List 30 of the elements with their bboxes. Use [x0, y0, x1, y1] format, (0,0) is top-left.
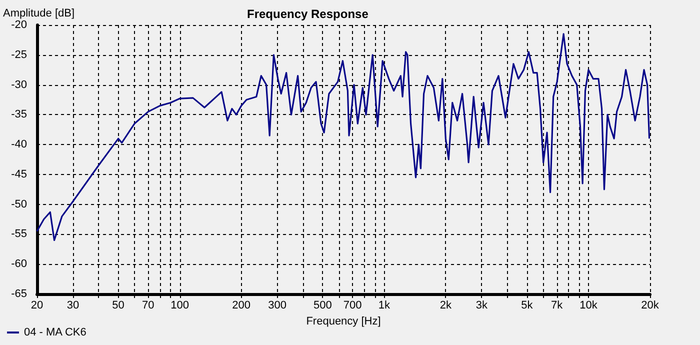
- x-tick-label: 70: [142, 300, 154, 312]
- y-tick-label: -45: [11, 168, 27, 180]
- x-tick-label: 30: [66, 300, 80, 312]
- y-tick-label: -50: [11, 198, 27, 210]
- chart-title: Frequency Response: [247, 7, 369, 21]
- x-tick-label: 1k: [378, 300, 390, 312]
- y-tick-label: -65: [11, 288, 27, 300]
- x-tick-label: 20: [30, 300, 44, 312]
- x-tick-label: 20k: [641, 300, 660, 312]
- x-tick-label: 700: [343, 300, 362, 312]
- y-tick-label: -35: [11, 108, 27, 121]
- y-tick-label: -20: [11, 19, 27, 31]
- x-tick-label: 2k: [440, 300, 452, 312]
- y-tick-label: -25: [11, 48, 27, 61]
- x-tick-label: 100: [170, 300, 190, 312]
- x-tick-label: 10k: [580, 300, 598, 312]
- x-tick-label: 3k: [476, 300, 488, 312]
- y-tick-label: -40: [11, 138, 27, 151]
- y-tick-label: -55: [11, 228, 27, 240]
- x-tick-label: 200: [232, 300, 251, 312]
- legend-label: 04 - MA CK6: [24, 326, 86, 338]
- x-tick-label: 7k: [551, 300, 564, 312]
- x-tick-label: 50: [112, 300, 124, 312]
- y-tick-label: -60: [11, 258, 27, 270]
- y-axis-title: Amplitude [dB]: [3, 8, 75, 20]
- x-axis-title: Frequency [Hz]: [306, 316, 381, 328]
- x-tick-label: 500: [313, 300, 332, 312]
- x-tick-label: 5k: [521, 300, 534, 312]
- x-tick-label: 300: [268, 300, 286, 312]
- y-tick-label: -30: [11, 78, 27, 91]
